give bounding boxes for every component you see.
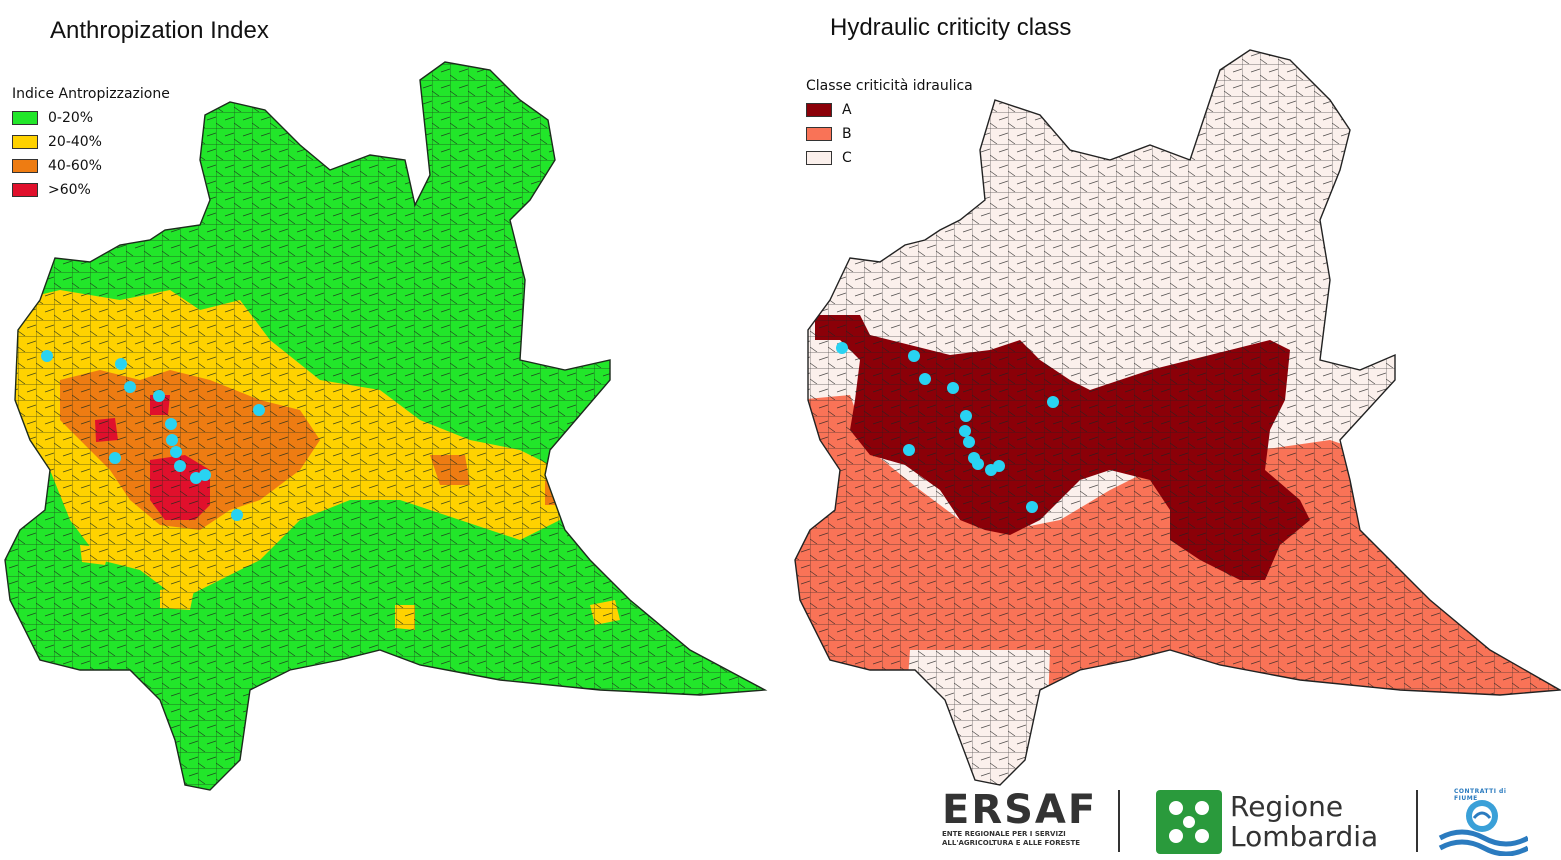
ersaf-logo: ERSAF ENTE REGIONALE PER I SERVIZI ALL'A… <box>942 790 1097 848</box>
legend-item-0-20: 0-20% <box>12 106 170 130</box>
legend-item-over-60: >60% <box>12 178 170 202</box>
legend-swatch-yellow <box>12 135 38 149</box>
legend-title: Classe criticità idraulica <box>806 78 973 94</box>
map-title-hydraulic: Hydraulic criticity class <box>830 14 1072 41</box>
legend-swatch-green <box>12 111 38 125</box>
marker-point <box>959 425 971 437</box>
marker-point <box>963 436 975 448</box>
contratti-di-fiume-logo: CONTRATTI di FIUME <box>1436 788 1530 857</box>
marker-point <box>166 434 178 446</box>
marker-point <box>253 404 265 416</box>
ersaf-wordmark: ERSAF <box>942 787 1098 833</box>
river-wave-icon <box>1438 800 1530 857</box>
ersaf-subtitle-1: ENTE REGIONALE PER I SERVIZI <box>942 830 1066 838</box>
legend-label: >60% <box>48 182 91 198</box>
legend-label: A <box>842 102 852 118</box>
lombardia-word: Lombardia <box>1230 820 1379 853</box>
regione-word: Regione <box>1230 790 1344 823</box>
marker-point <box>124 381 136 393</box>
marker-point <box>231 509 243 521</box>
legend-swatch-red <box>12 183 38 197</box>
marker-point <box>919 373 931 385</box>
marker-point <box>109 452 121 464</box>
logo-separator <box>1416 790 1418 852</box>
map-title-anthropization: Anthropization Index <box>50 17 269 44</box>
marker-point <box>1026 501 1038 513</box>
rosa-camuna-icon <box>1169 801 1209 843</box>
legend-label: 20-40% <box>48 134 102 150</box>
legend-item-20-40: 20-40% <box>12 130 170 154</box>
monitoring-points-left <box>41 350 265 521</box>
marker-point <box>1047 396 1059 408</box>
marker-point <box>993 460 1005 472</box>
marker-point <box>836 342 848 354</box>
legend-item-b: B <box>806 122 973 146</box>
marker-point <box>41 350 53 362</box>
marker-point <box>199 469 211 481</box>
legend-hydraulic: Classe criticità idraulica A B C <box>806 78 973 170</box>
legend-item-a: A <box>806 98 973 122</box>
legend-anthropization: Indice Antropizzazione 0-20% 20-40% 40-6… <box>12 86 170 202</box>
marker-point <box>115 358 127 370</box>
regione-lombardia-emblem <box>1156 790 1222 854</box>
marker-point <box>170 446 182 458</box>
legend-swatch-white <box>806 151 832 165</box>
marker-point <box>174 460 186 472</box>
logo-separator <box>1118 790 1120 852</box>
marker-point <box>960 410 972 422</box>
legend-swatch-darkred <box>806 103 832 117</box>
legend-swatch-orange <box>12 159 38 173</box>
marker-point <box>908 350 920 362</box>
legend-item-40-60: 40-60% <box>12 154 170 178</box>
anthropization-map <box>4 61 766 791</box>
legend-title: Indice Antropizzazione <box>12 86 170 102</box>
contratti-label: CONTRATTI di FIUME <box>1454 788 1507 802</box>
legend-label: 0-20% <box>48 110 94 126</box>
marker-point <box>903 444 915 456</box>
ersaf-subtitle-2: ALL'AGRICOLTURA E ALLE FORESTE <box>942 839 1081 847</box>
legend-item-c: C <box>806 146 973 170</box>
marker-point <box>947 382 959 394</box>
legend-label: C <box>842 150 852 166</box>
regione-lombardia-text: Regione Lombardia <box>1230 792 1378 852</box>
legend-label: B <box>842 126 852 142</box>
marker-point <box>165 418 177 430</box>
marker-point <box>153 390 165 402</box>
logo-bar: ERSAF ENTE REGIONALE PER I SERVIZI ALL'A… <box>930 780 1561 858</box>
legend-swatch-salmon <box>806 127 832 141</box>
legend-label: 40-60% <box>48 158 102 174</box>
marker-point <box>972 458 984 470</box>
monitoring-points-right <box>836 342 1059 513</box>
